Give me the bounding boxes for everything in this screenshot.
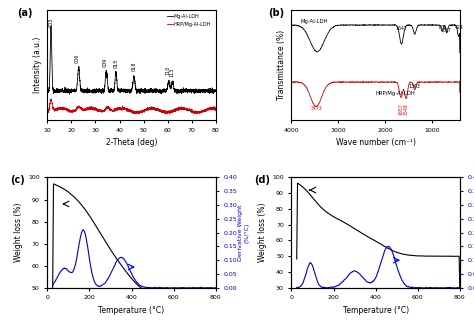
Y-axis label: Intensity (a.u.): Intensity (a.u.) — [33, 37, 42, 93]
Text: 1647: 1647 — [395, 26, 408, 31]
Line: HRP/Mg-Al-LDH: HRP/Mg-Al-LDH — [47, 99, 216, 114]
Text: 003: 003 — [48, 18, 54, 27]
Mg-Al-LDH — [45, 89, 50, 93]
Mg-Al-LDH — [208, 89, 214, 93]
HRP/Mg-Al-LDH — [45, 111, 50, 114]
HRP/Mg-Al-LDH — [53, 107, 59, 111]
Legend: Mg-Al-LDH, HRP/Mg-Al-LDH: Mg-Al-LDH, HRP/Mg-Al-LDH — [165, 12, 213, 28]
HRP/Mg-Al-LDH — [163, 112, 169, 116]
HRP/Mg-Al-LDH — [208, 107, 214, 111]
Text: 009: 009 — [102, 58, 108, 67]
Y-axis label: Transmittance (%): Transmittance (%) — [277, 30, 286, 100]
Mg-Al-LDH — [48, 25, 54, 28]
Mg-Al-LDH — [122, 90, 128, 94]
Mg-Al-LDH — [67, 92, 73, 96]
Line: Mg-Al-LDH: Mg-Al-LDH — [47, 26, 216, 94]
Text: 3473: 3473 — [310, 106, 322, 111]
Text: 677: 677 — [442, 28, 451, 33]
Text: 1657: 1657 — [399, 103, 403, 115]
X-axis label: Wave number (cm⁻¹): Wave number (cm⁻¹) — [336, 138, 416, 147]
Y-axis label: Weight loss (%): Weight loss (%) — [14, 203, 23, 262]
Mg-Al-LDH — [53, 90, 59, 94]
X-axis label: 2-Theta (deg): 2-Theta (deg) — [106, 138, 157, 147]
Text: 1548: 1548 — [403, 103, 409, 115]
HRP/Mg-Al-LDH — [122, 107, 128, 111]
Text: (a): (a) — [17, 8, 33, 18]
HRP/Mg-Al-LDH — [48, 97, 54, 101]
Text: (d): (d) — [255, 175, 271, 185]
HRP/Mg-Al-LDH — [213, 107, 219, 111]
Mg-Al-LDH — [177, 91, 183, 95]
Text: 110: 110 — [165, 66, 170, 75]
HRP/Mg-Al-LDH — [127, 107, 132, 111]
Text: (b): (b) — [268, 8, 284, 18]
Text: 424: 424 — [454, 26, 463, 30]
Text: Mg-Al-LDH: Mg-Al-LDH — [301, 19, 328, 24]
Y-axis label: Derivative Weight
(%/°C): Derivative Weight (%/°C) — [238, 204, 249, 261]
Text: 006: 006 — [75, 54, 80, 63]
Text: 018: 018 — [131, 61, 137, 71]
Text: 1363: 1363 — [409, 84, 420, 89]
Text: (c): (c) — [10, 175, 25, 185]
Text: 779: 779 — [438, 25, 447, 29]
X-axis label: Temperature (°C): Temperature (°C) — [99, 306, 164, 315]
Mg-Al-LDH — [213, 90, 219, 94]
HRP/Mg-Al-LDH — [208, 108, 214, 112]
Text: 113: 113 — [170, 68, 175, 77]
Text: 015: 015 — [113, 59, 118, 68]
Y-axis label: Weight loss (%): Weight loss (%) — [258, 203, 267, 262]
Mg-Al-LDH — [208, 89, 214, 93]
X-axis label: Temperature (°C): Temperature (°C) — [343, 306, 409, 315]
Text: HRP/Mg-Al-LDH: HRP/Mg-Al-LDH — [375, 91, 415, 96]
HRP/Mg-Al-LDH — [177, 107, 183, 111]
Mg-Al-LDH — [127, 89, 132, 93]
